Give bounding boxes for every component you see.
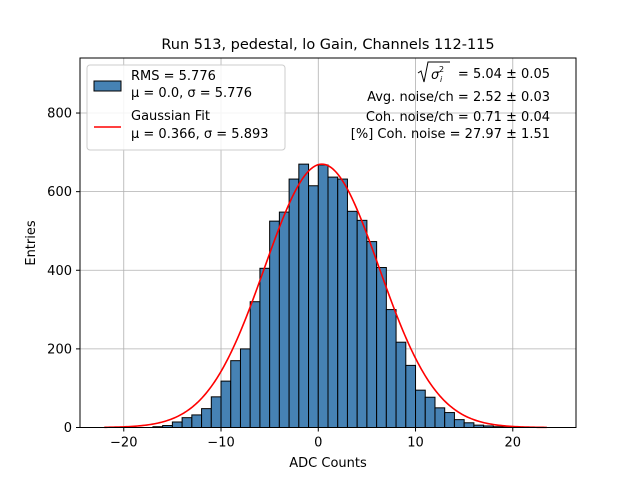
y-tick-label: 800 — [47, 107, 72, 122]
histogram-bar — [201, 408, 212, 429]
histogram-bar — [346, 210, 358, 428]
histogram-bar — [405, 364, 417, 428]
histogram-bar — [259, 267, 271, 428]
histogram-bar — [424, 396, 436, 429]
histogram-bar — [395, 341, 407, 428]
x-tick-label: −20 — [110, 436, 137, 451]
histogram-bar — [191, 414, 203, 428]
chart-title: Run 513, pedestal, lo Gain, Channels 112… — [161, 37, 494, 53]
legend-histogram-line-1: RMS = 5.776 — [131, 69, 216, 84]
legend-fit-line-1: Gaussian Fit — [131, 109, 210, 124]
x-tick-label: 10 — [407, 436, 424, 451]
histogram-bar — [210, 396, 222, 428]
svg-text:i: i — [440, 75, 443, 84]
svg-text:σ: σ — [431, 68, 440, 83]
histogram-bar — [327, 176, 339, 428]
sqrt-noise-value: = 5.04 ± 0.05 — [458, 67, 550, 82]
histogram-bar — [288, 178, 300, 428]
legend: RMS = 5.776 μ = 0.0, σ = 5.776 Gaussian … — [86, 64, 286, 151]
y-axis-label: Entries — [24, 220, 39, 266]
y-tick-label: 200 — [47, 342, 72, 357]
histogram-bar — [230, 360, 241, 429]
avg-noise-label: Avg. noise/ch = 2.52 ± 0.03 — [367, 90, 550, 105]
legend-histogram-line-2: μ = 0.0, σ = 5.776 — [131, 86, 252, 101]
gaussian-fit-line — [104, 163, 547, 429]
coh-noise-label: Coh. noise/ch = 0.71 ± 0.04 — [366, 110, 550, 125]
legend-histogram-swatch — [93, 80, 122, 92]
histogram-bar — [249, 301, 261, 428]
histogram-bar — [463, 422, 475, 429]
legend-fit-line-2: μ = 0.366, σ = 5.893 — [131, 127, 269, 142]
histogram-bar — [366, 241, 378, 428]
axes-frame — [79, 57, 577, 428]
histogram-bar — [415, 389, 426, 429]
histogram-bar — [181, 417, 193, 429]
sqrt-sigma-symbol: σ 2 i — [417, 61, 450, 84]
histogram-bar — [453, 419, 465, 429]
histogram-bar — [269, 220, 280, 428]
legend-box — [86, 64, 286, 151]
histogram-bar — [376, 267, 387, 429]
histogram-bar — [220, 380, 232, 429]
coh-noise-percent-label: [%] Coh. noise = 27.97 ± 1.51 — [351, 127, 550, 142]
noise-annotations: σ 2 i = 5.04 ± 0.05 Avg. noise/ch = 2.52… — [351, 61, 550, 142]
histogram-bar — [239, 348, 251, 428]
x-tick-label: −10 — [207, 436, 234, 451]
y-tick-label: 0 — [64, 421, 72, 436]
histogram-bar — [308, 185, 319, 428]
histogram-bar — [278, 211, 290, 428]
y-tick-label: 400 — [47, 264, 72, 279]
x-tick-label: 20 — [505, 436, 522, 451]
histogram-bar — [337, 178, 348, 428]
histogram-bar — [171, 421, 183, 428]
histogram-bar — [444, 412, 455, 429]
y-axis-ticks: 0 200 400 600 800 — [47, 107, 80, 436]
histogram-bar — [434, 407, 446, 428]
histogram-bar — [317, 164, 329, 428]
histogram-bar — [298, 163, 310, 429]
histogram-bar — [356, 219, 368, 428]
y-tick-label: 600 — [47, 185, 72, 200]
x-tick-label: 0 — [314, 436, 322, 451]
x-axis-label: ADC Counts — [289, 456, 367, 471]
svg-text:2: 2 — [439, 65, 444, 74]
histogram-bar — [385, 309, 397, 428]
x-axis-ticks: −20 −10 0 10 20 — [110, 427, 522, 451]
histogram-bars — [152, 163, 514, 429]
